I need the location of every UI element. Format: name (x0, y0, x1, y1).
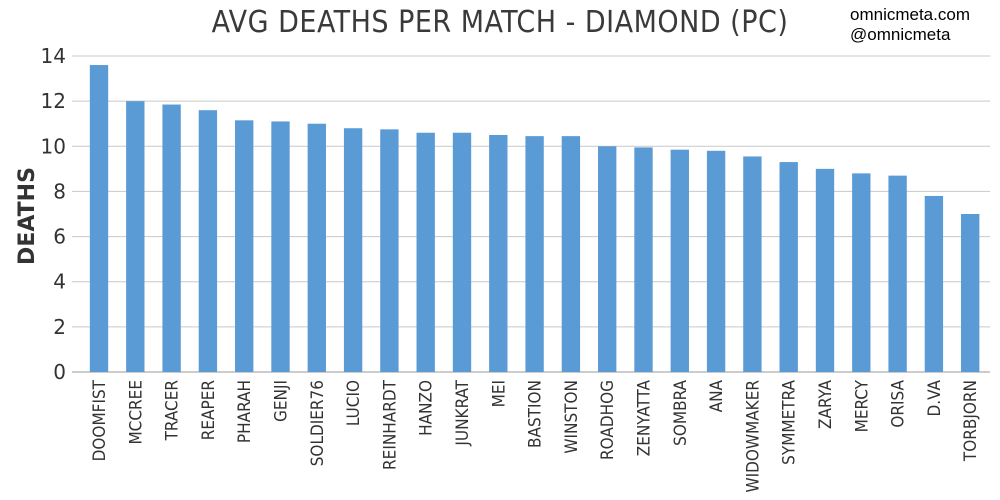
bar (779, 162, 798, 372)
x-tick-label: MERCY (852, 379, 872, 432)
x-tick-label: MCCREE (126, 380, 146, 445)
bar (525, 136, 544, 372)
x-tick-labels: DOOMFIST MCCREE TRACER REAPER PHARAH GENJI SOL… (90, 379, 981, 492)
bar (634, 147, 653, 372)
x-tick-label: WIDOWMAKER (743, 380, 763, 493)
bar (598, 146, 617, 372)
y-tick-label: 2 (53, 315, 66, 339)
bar (706, 150, 726, 372)
x-tick-label: JUNKRAT (453, 379, 473, 446)
x-tick-label: SOMBRA (671, 379, 691, 445)
x-tick-label: DOOMFIST (90, 379, 110, 461)
bar (162, 104, 181, 373)
chart-title: AVG DEATHS PER MATCH - DIAMOND (PC) (212, 5, 789, 40)
x-tick-label: ZENYATTA (635, 379, 655, 456)
x-tick-label: ORISA (889, 379, 909, 427)
credit-handle: @omnicmeta (850, 25, 951, 44)
x-tick-label: ROADHOG (598, 380, 618, 460)
bar (416, 132, 435, 372)
x-tick-label: LUCIO (344, 380, 364, 426)
x-tick-label: TRACER (163, 380, 183, 442)
bar (380, 129, 399, 372)
x-tick-label: MEI (489, 380, 509, 407)
y-tick-label: 8 (53, 179, 66, 203)
x-tick-label: WINSTON (562, 380, 582, 454)
x-tick-label: GENJI (272, 380, 292, 422)
bar (852, 173, 871, 372)
x-tick-label: REINHARDT (380, 379, 400, 470)
y-tick-label: 0 (53, 360, 66, 384)
bar (452, 132, 472, 372)
x-tick-label: ANA (707, 379, 727, 412)
x-tick-label: BASTION (526, 380, 546, 448)
y-tick-label: 14 (41, 44, 66, 68)
credit-website: omnicmeta.com (850, 5, 970, 24)
x-tick-label: HANZO (417, 380, 437, 436)
bar (343, 128, 363, 372)
bar (126, 101, 145, 373)
x-tick-label: REAPER (199, 380, 219, 441)
y-tick-label: 10 (41, 134, 66, 158)
bar (307, 123, 326, 372)
x-tick-label: PHARAH (235, 380, 255, 443)
x-tick-label: ZARYA (816, 379, 836, 428)
bar (198, 110, 218, 373)
bar (961, 214, 980, 372)
x-tick-label: TORBJORN (961, 380, 981, 462)
bar (670, 149, 689, 372)
bar (489, 135, 508, 372)
y-tick-label: 6 (53, 225, 66, 249)
bar (924, 195, 944, 372)
bars (89, 65, 980, 373)
y-tick-label: 12 (41, 89, 66, 113)
x-tick-label: SYMMETRA (780, 379, 800, 464)
x-tick-label: SOLDIER76 (308, 380, 328, 466)
bar (888, 175, 907, 372)
x-tick-label: D.VA (925, 379, 945, 416)
y-axis-label: DEATHS (15, 167, 40, 265)
bar (815, 168, 835, 372)
bar (89, 65, 109, 373)
y-tick-label: 4 (53, 270, 66, 294)
bar (235, 120, 254, 372)
bar (271, 121, 290, 372)
bar (743, 156, 762, 372)
bar (561, 136, 581, 372)
y-tick-labels: 0 2 4 6 8 10 12 14 (41, 44, 66, 384)
